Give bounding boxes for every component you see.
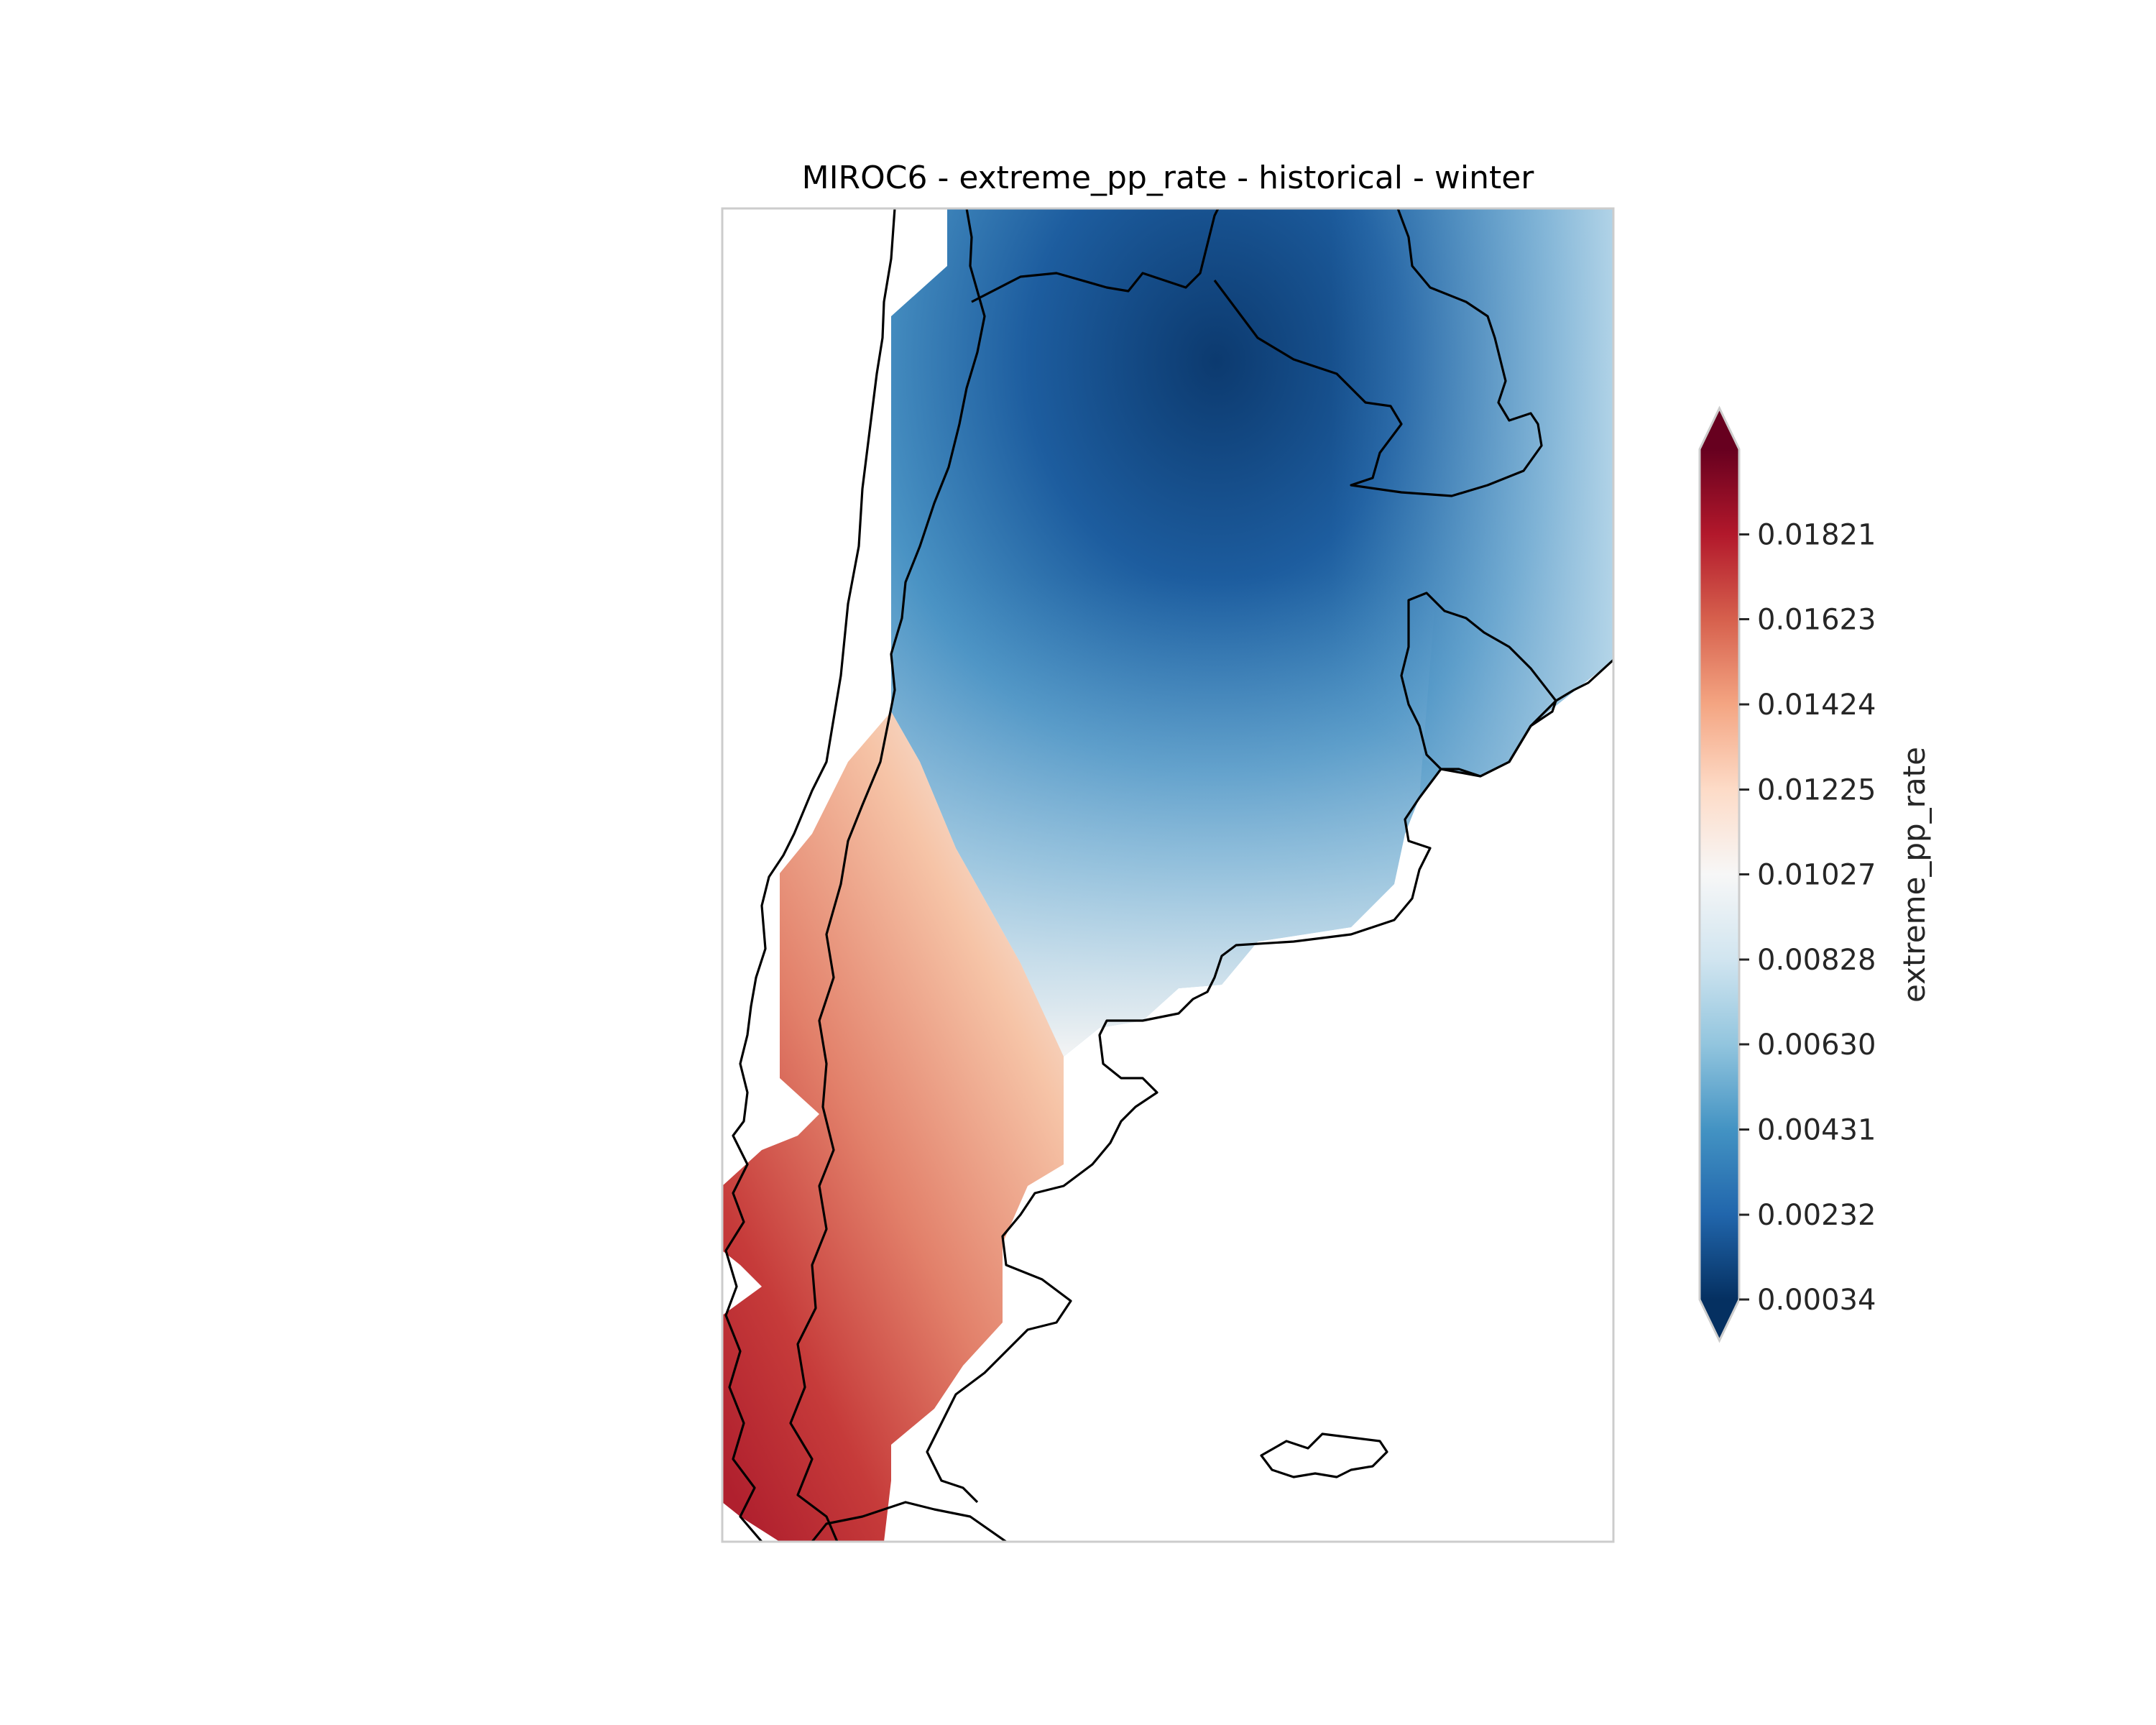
colorbar-tick-label: 0.00232 bbox=[1757, 1199, 1876, 1232]
pacific-coastline bbox=[724, 208, 896, 1542]
uruguay-border bbox=[1400, 592, 1557, 778]
paraguay-border bbox=[1213, 208, 1543, 497]
falkland-islands bbox=[1260, 1432, 1388, 1478]
colorbar-tick-label: 0.01225 bbox=[1757, 774, 1876, 807]
coastlines bbox=[724, 208, 1613, 1542]
colorbar-ticks: 0.00034 0.00232 0.00431 0.00630 0.00828 0.010… bbox=[1739, 519, 1876, 1317]
colorbar-extend-max bbox=[1700, 408, 1739, 449]
tierra-del-fuego bbox=[811, 1501, 1007, 1542]
field-low-south-fade bbox=[891, 575, 1437, 1057]
colorbar-tick-label: 0.01027 bbox=[1757, 859, 1876, 892]
paraguay-bolivia-border bbox=[971, 208, 1220, 303]
colorbar-label: extreme_pp_rate bbox=[1897, 747, 1932, 1003]
field-low-east-fade bbox=[1330, 208, 1613, 776]
colorbar-tick-label: 0.00630 bbox=[1757, 1029, 1876, 1062]
colorbar-tick-label: 0.01424 bbox=[1757, 689, 1876, 722]
colorbar-body bbox=[1700, 449, 1739, 1300]
map-axes bbox=[722, 208, 1613, 1542]
colorbar-tick-label: 0.00034 bbox=[1757, 1284, 1876, 1317]
colorbar-tick-label: 0.01623 bbox=[1757, 603, 1876, 636]
atlantic-coastline bbox=[926, 658, 1613, 1504]
colorbar-extend-min bbox=[1700, 1300, 1739, 1340]
map-title: MIROC6 - extreme_pp_rate - historical - … bbox=[802, 160, 1535, 196]
field-high-region bbox=[722, 712, 1064, 1542]
colorbar-tick-label: 0.01821 bbox=[1757, 519, 1876, 552]
colorbar-tick-label: 0.00828 bbox=[1757, 944, 1876, 977]
colorbar-tick-label: 0.00431 bbox=[1757, 1114, 1876, 1147]
andes-border bbox=[789, 208, 986, 1542]
map-frame bbox=[721, 207, 1615, 1543]
colorbar: 0.00034 0.00232 0.00431 0.00630 0.00828 0.010… bbox=[1698, 405, 1932, 1343]
